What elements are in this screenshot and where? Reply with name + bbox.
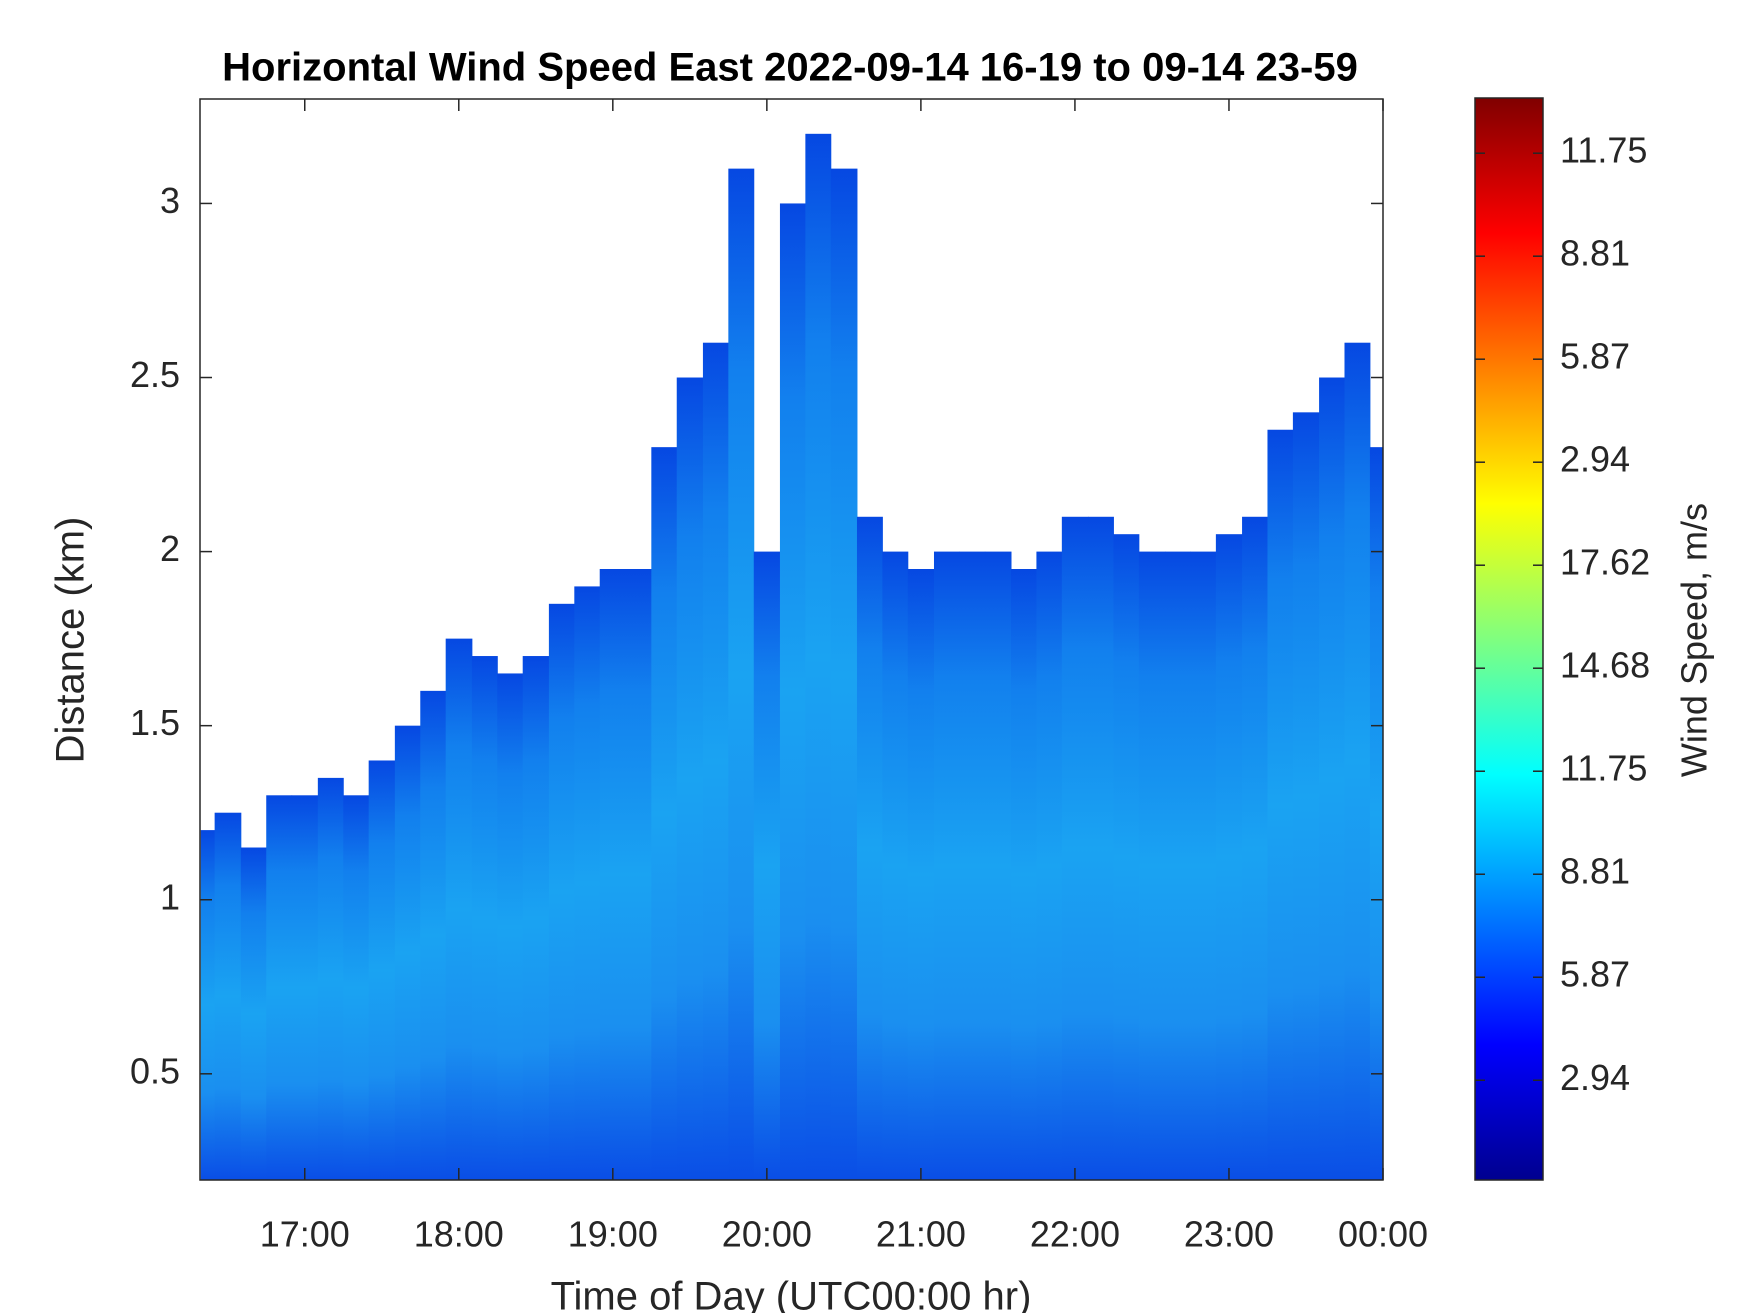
wind-column <box>1292 412 1320 1180</box>
wind-column <box>1344 342 1371 1180</box>
wind-column <box>394 725 421 1180</box>
wind-column <box>1061 516 1089 1180</box>
y-axis-label: Distance (km) <box>49 517 93 764</box>
wind-column <box>368 760 396 1180</box>
wind-column <box>882 551 909 1180</box>
colorbar-tick-label: 14.68 <box>1560 645 1650 686</box>
wind-column <box>471 656 498 1180</box>
y-tick-label: 3 <box>160 180 180 221</box>
x-tick-label: 00:00 <box>1338 1214 1428 1255</box>
wind-column <box>266 795 293 1180</box>
x-tick-label: 20:00 <box>722 1214 812 1255</box>
colorbar <box>1474 97 1544 1181</box>
wind-column <box>420 690 447 1180</box>
wind-column <box>651 447 678 1180</box>
colorbar-tick-label: 8.81 <box>1560 233 1630 274</box>
wind-column <box>907 569 935 1180</box>
wind-column <box>343 795 370 1180</box>
colorbar-tick-label: 5.87 <box>1560 954 1630 995</box>
wind-column <box>753 551 781 1180</box>
wind-column <box>200 830 216 1180</box>
wind-column <box>214 812 242 1180</box>
axes-frame <box>199 98 1384 1181</box>
wind-column <box>1165 551 1191 1180</box>
wind-column <box>728 168 755 1180</box>
wind-column <box>599 569 627 1180</box>
wind-column <box>574 586 601 1180</box>
x-axis-label: Time of Day (UTC00:00 hr) <box>551 1275 1032 1313</box>
y-tick-label: 0.5 <box>130 1050 180 1091</box>
wind-column <box>702 342 729 1180</box>
wind-column <box>1088 516 1114 1180</box>
colorbar-tick-label: 8.81 <box>1560 851 1630 892</box>
wind-column <box>856 516 883 1180</box>
x-tick-label: 17:00 <box>260 1214 350 1255</box>
wind-column <box>779 203 806 1180</box>
x-tick-label: 22:00 <box>1030 1214 1120 1255</box>
wind-column <box>676 377 704 1180</box>
wind-column <box>625 569 652 1180</box>
colorbar-tick-label: 2.94 <box>1560 1057 1630 1098</box>
colorbar-label: Wind Speed, m/s <box>1674 503 1715 777</box>
colorbar-tick-label: 11.75 <box>1560 748 1647 789</box>
wind-column <box>1190 551 1217 1180</box>
wind-column <box>1138 551 1166 1180</box>
wind-column <box>1036 551 1063 1180</box>
wind-column <box>830 168 858 1180</box>
wind-column <box>240 847 267 1180</box>
x-tick-label: 19:00 <box>568 1214 658 1255</box>
wind-column <box>984 551 1012 1180</box>
wind-column <box>1113 534 1140 1180</box>
wind-column <box>933 551 960 1180</box>
wind-column <box>805 133 832 1180</box>
wind-column <box>548 603 575 1180</box>
y-tick-label: 1 <box>160 876 180 917</box>
wind-column <box>1369 447 1384 1180</box>
wind-column <box>291 795 319 1180</box>
wind-column <box>1215 534 1243 1180</box>
wind-column <box>1011 569 1037 1180</box>
x-tick-label: 21:00 <box>876 1214 966 1255</box>
wind-column <box>1319 377 1345 1180</box>
chart-title: Horizontal Wind Speed East 2022-09-14 16… <box>222 46 1358 90</box>
y-tick-label: 2 <box>160 528 180 569</box>
colorbar-tick-label: 17.62 <box>1560 542 1650 583</box>
wind-column <box>445 638 473 1180</box>
y-tick-label: 1.5 <box>130 702 180 743</box>
y-tick-label: 2.5 <box>130 354 180 395</box>
x-tick-label: 23:00 <box>1184 1214 1274 1255</box>
colorbar-tick-label: 11.75 <box>1560 130 1647 171</box>
colorbar-tick-label: 5.87 <box>1560 336 1630 377</box>
x-tick-label: 18:00 <box>414 1214 504 1255</box>
wind-column <box>1267 429 1294 1181</box>
wind-column <box>959 551 986 1180</box>
wind-column <box>522 656 550 1180</box>
wind-column <box>317 777 344 1180</box>
wind-column <box>1242 516 1268 1180</box>
colorbar-tick-label: 2.94 <box>1560 439 1630 480</box>
wind-column <box>497 673 524 1180</box>
